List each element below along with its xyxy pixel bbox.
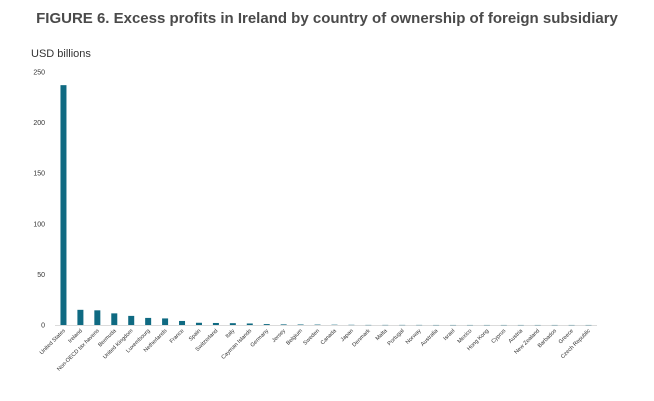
y-tick-label: 50 xyxy=(37,272,45,279)
x-tick-label: Spain xyxy=(188,328,202,342)
x-tick-label: Cyprus xyxy=(490,328,507,345)
y-tick-label: 200 xyxy=(33,120,45,127)
x-tick-label: United States xyxy=(39,328,67,356)
y-tick-label: 250 xyxy=(33,70,45,77)
x-tick-label: France xyxy=(169,328,186,345)
bar xyxy=(111,313,118,325)
y-tick-label: 0 xyxy=(41,323,45,330)
bar xyxy=(229,323,236,325)
bar xyxy=(297,324,304,325)
x-tick-label: Barbados xyxy=(537,328,558,349)
y-axis-label: USD billions xyxy=(31,48,91,60)
bar xyxy=(263,324,270,325)
x-tick-label: Belgium xyxy=(285,328,304,347)
x-tick-label: Jersey xyxy=(271,328,287,344)
bar xyxy=(212,322,219,325)
bar xyxy=(128,315,135,325)
bar xyxy=(162,318,169,325)
x-tick-label: Denmark xyxy=(351,328,371,348)
x-tick-label: Sweden xyxy=(302,328,321,347)
bar xyxy=(60,85,67,325)
bar xyxy=(77,309,84,325)
x-tick-label: Israel xyxy=(443,328,457,342)
bar xyxy=(280,324,287,325)
x-tick-label: Malta xyxy=(375,328,390,343)
x-tick-label: Japan xyxy=(340,328,355,343)
chart-title: FIGURE 6. Excess profits in Ireland by c… xyxy=(36,10,618,27)
bar xyxy=(195,322,202,325)
y-tick-label: 100 xyxy=(33,221,45,228)
x-tick-label: Canada xyxy=(320,328,339,347)
x-tick-label: Portugal xyxy=(387,328,406,347)
y-tick-label: 150 xyxy=(33,171,45,178)
bar xyxy=(145,317,152,325)
x-tick-label: Germany xyxy=(250,328,271,349)
x-tick-label: Italy xyxy=(225,328,237,340)
x-tick-label: Australia xyxy=(420,328,440,348)
bar xyxy=(94,310,101,325)
bar xyxy=(179,320,186,325)
bar xyxy=(246,323,253,325)
